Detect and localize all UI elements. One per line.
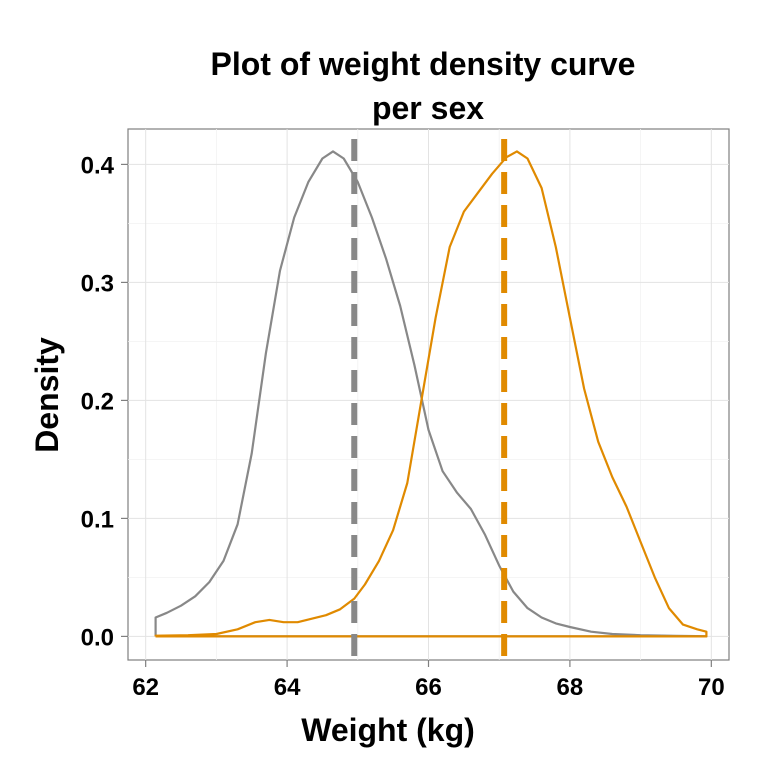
density-curve-2 [154,150,708,638]
x-tick-label: 68 [557,674,584,701]
x-axis-label: Weight (kg) [301,712,475,748]
mean-lines [351,139,508,660]
y-tick-label: 0.2 [81,388,114,415]
x-tick-label: 64 [274,674,301,701]
y-tick-label: 0.0 [81,624,114,651]
y-tick-label: 0.4 [81,152,115,179]
y-tick-label: 0.3 [81,270,114,297]
density-curves [154,150,708,638]
y-axis-ticks: 0.0 0.1 0.2 0.3 0.4 [81,152,128,651]
chart-title-line-2: per sex [372,90,484,126]
x-tick-label: 70 [698,674,725,701]
chart-title-line-1: Plot of weight density curve [211,46,636,82]
density-curve-1 [154,150,708,638]
y-axis-label: Density [29,337,65,453]
x-tick-label: 66 [415,674,442,701]
y-tick-label: 0.1 [81,506,114,533]
x-tick-label: 62 [132,674,159,701]
x-axis-ticks: 62 64 66 68 70 [132,660,725,701]
